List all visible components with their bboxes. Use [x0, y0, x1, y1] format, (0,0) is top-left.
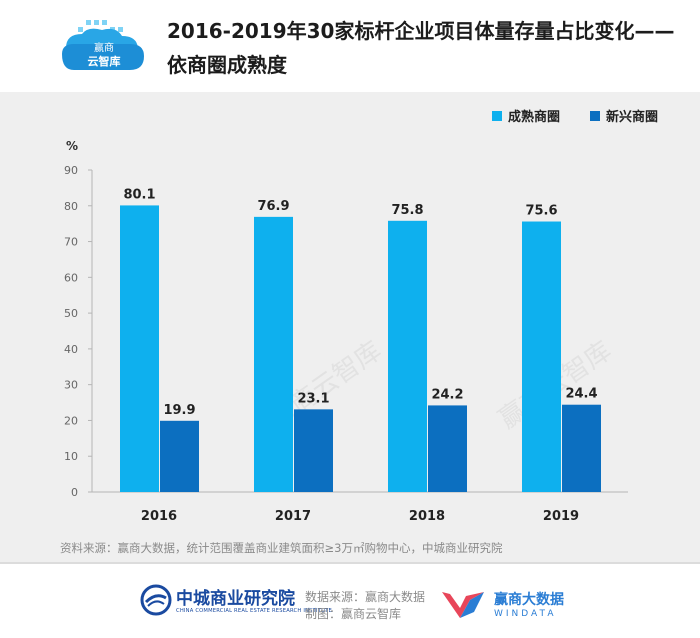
legend-swatch-emerging	[589, 110, 600, 121]
x-tick-label: 2017	[275, 509, 311, 524]
title-line-1: 2016-2019年30家标杆企业项目体量存量占比变化——	[167, 19, 675, 43]
source-note: 资料来源：赢商大数据，统计范围覆盖商业建筑面积≥3万㎡购物中心，中城商业研究院	[60, 541, 503, 555]
data-label: 75.6	[525, 204, 557, 219]
bar-emerging	[562, 404, 601, 492]
credit-chart-maker: 制图：赢商云智库	[305, 607, 402, 621]
legend-label-mature: 成熟商圈	[507, 110, 560, 125]
data-label: 23.1	[297, 391, 329, 406]
legend-swatch-mature	[491, 110, 502, 121]
data-label: 80.1	[123, 187, 155, 202]
logo-text-2: 云智库	[88, 54, 121, 68]
chart-area: 赢商云智库赢商云智库%0102030405060708090201680.119…	[0, 92, 700, 562]
data-label: 76.9	[257, 199, 289, 214]
windata-logo	[442, 592, 484, 618]
bar-emerging	[160, 420, 199, 492]
windata-subtitle: WINDATA	[494, 609, 557, 619]
y-tick-label: 30	[64, 379, 78, 392]
chart-title: 2016-2019年30家标杆企业项目体量存量占比变化—— 依商圈成熟度	[167, 14, 687, 82]
data-label: 24.2	[431, 387, 463, 402]
y-tick-label: 50	[64, 307, 78, 320]
credit-data-source: 数据来源：赢商大数据	[305, 590, 426, 604]
data-label: 75.8	[391, 203, 423, 218]
y-tick-label: 0	[71, 486, 78, 499]
org-subtitle: CHINA COMMERCIAL REAL ESTATE RESEARCH IN…	[176, 608, 332, 614]
data-label: 19.9	[163, 403, 195, 418]
y-axis-unit: %	[66, 139, 78, 153]
bar-mature	[254, 216, 293, 492]
title-line-2: 依商圈成熟度	[167, 53, 287, 77]
y-tick-label: 60	[64, 271, 78, 284]
bar-mature	[120, 205, 159, 493]
x-tick-label: 2019	[543, 509, 579, 524]
credits: 数据来源：赢商大数据 制图：赢商云智库	[305, 589, 425, 623]
bar-mature	[522, 221, 561, 492]
windata-name: 赢商大数据	[494, 592, 564, 608]
org-name: 中城商业研究院	[176, 589, 295, 609]
footer-divider	[0, 562, 700, 564]
y-tick-label: 90	[64, 164, 78, 177]
research-institute-logo	[140, 584, 172, 616]
y-tick-label: 80	[64, 200, 78, 213]
legend-item-mature: 成熟商圈	[491, 106, 560, 125]
bar-mature	[388, 220, 427, 492]
y-tick-label: 70	[64, 236, 78, 249]
y-tick-label: 10	[64, 450, 78, 463]
data-label: 24.4	[565, 387, 597, 402]
x-tick-label: 2018	[409, 509, 445, 524]
bar-chart: 赢商云智库赢商云智库%0102030405060708090201680.119…	[64, 139, 628, 524]
logo-text-1: 赢商	[94, 41, 114, 54]
header: 赢商 云智库 2016-2019年30家标杆企业项目体量存量占比变化—— 依商圈…	[0, 0, 700, 92]
y-tick-label: 20	[64, 414, 78, 427]
x-tick-label: 2016	[141, 509, 177, 524]
footer: 中城商业研究院 CHINA COMMERCIAL REAL ESTATE RES…	[0, 562, 700, 638]
bar-emerging	[294, 409, 333, 492]
yingshang-cloud-logo: 赢商 云智库	[62, 20, 144, 70]
y-tick-label: 40	[64, 343, 78, 356]
bar-emerging	[428, 405, 467, 492]
legend-label-emerging: 新兴商圈	[605, 110, 658, 125]
legend: 成熟商圈 新兴商圈	[491, 106, 658, 125]
legend-item-emerging: 新兴商圈	[589, 106, 658, 125]
